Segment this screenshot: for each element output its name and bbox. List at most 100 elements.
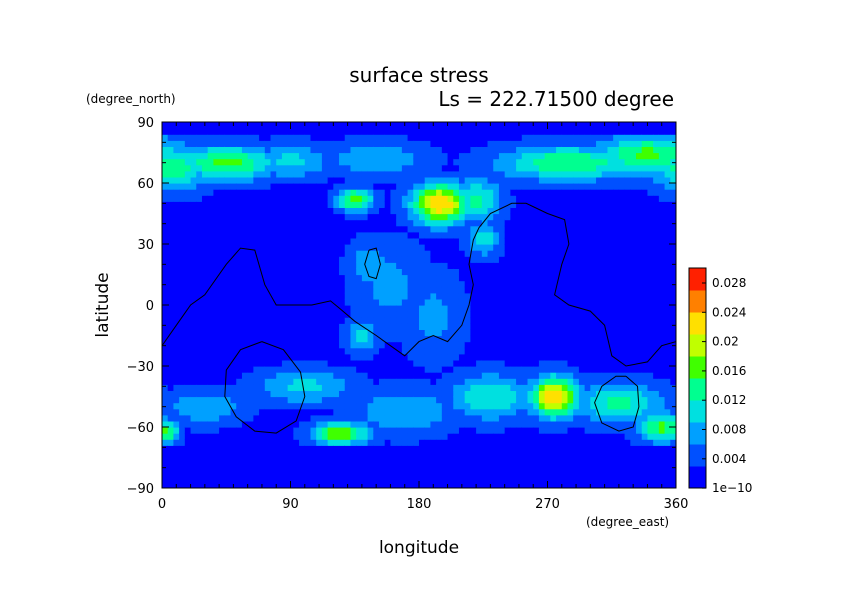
heatmap-cell xyxy=(333,366,340,373)
heatmap-cell xyxy=(567,359,574,367)
heatmap-cell xyxy=(356,353,363,361)
heatmap-cell xyxy=(344,286,352,294)
heatmap-cell xyxy=(413,250,420,257)
heatmap-cell xyxy=(390,469,397,477)
heatmap-cell xyxy=(436,183,443,190)
heatmap-cell xyxy=(321,292,329,300)
heatmap-cell xyxy=(184,201,192,208)
heatmap-cell xyxy=(516,457,523,465)
heatmap-cell xyxy=(498,225,506,233)
heatmap-cell xyxy=(630,164,637,172)
heatmap-cell xyxy=(521,183,529,190)
heatmap-cell xyxy=(173,390,180,398)
heatmap-cell xyxy=(350,170,357,178)
heatmap-cell xyxy=(430,244,437,251)
heatmap-cell xyxy=(493,140,500,147)
heatmap-cell xyxy=(367,292,374,300)
heatmap-cell xyxy=(556,231,563,239)
heatmap-cell xyxy=(550,408,557,416)
heatmap-cell xyxy=(419,195,426,202)
heatmap-cell xyxy=(624,457,631,465)
heatmap-cell xyxy=(213,420,220,428)
heatmap-cell xyxy=(607,335,614,343)
heatmap-cell xyxy=(264,225,272,233)
heatmap-cell xyxy=(476,225,483,233)
heatmap-cell xyxy=(344,390,352,398)
heatmap-cell xyxy=(264,274,272,282)
heatmap-cell xyxy=(236,286,243,294)
heatmap-cell xyxy=(270,329,277,337)
heatmap-cell xyxy=(613,402,620,410)
heatmap-cell xyxy=(407,256,414,263)
heatmap-cell xyxy=(401,298,409,306)
heatmap-cell xyxy=(470,329,477,337)
heatmap-cell xyxy=(476,262,483,269)
heatmap-cell xyxy=(436,122,443,129)
heatmap-cell xyxy=(487,390,494,398)
heatmap-cell xyxy=(630,317,637,324)
heatmap-cell xyxy=(207,420,214,428)
heatmap-cell xyxy=(578,311,586,318)
heatmap-cell xyxy=(339,317,346,324)
heatmap-cell xyxy=(476,213,483,221)
heatmap-cell xyxy=(276,207,283,215)
heatmap-cell xyxy=(624,122,631,129)
heatmap-cell xyxy=(361,219,369,227)
heatmap-cell xyxy=(510,207,517,215)
heatmap-cell xyxy=(281,481,289,488)
heatmap-cell xyxy=(527,195,534,202)
heatmap-cell xyxy=(190,170,197,178)
heatmap-cell xyxy=(276,237,283,245)
heatmap-cell xyxy=(167,286,175,294)
heatmap-cell xyxy=(504,189,511,196)
heatmap-cell xyxy=(213,396,220,404)
heatmap-cell xyxy=(396,231,403,239)
heatmap-cell xyxy=(419,329,426,337)
heatmap-cell xyxy=(219,195,226,202)
heatmap-cell xyxy=(538,323,546,330)
heatmap-cell xyxy=(293,256,300,263)
heatmap-cell xyxy=(561,292,569,300)
heatmap-cell xyxy=(573,451,580,459)
heatmap-cell xyxy=(333,433,340,440)
heatmap-cell xyxy=(230,195,237,202)
heatmap-cell xyxy=(407,225,414,233)
heatmap-cell xyxy=(350,298,357,306)
heatmap-cell xyxy=(207,262,214,269)
heatmap-cell xyxy=(470,176,477,184)
heatmap-cell xyxy=(470,463,477,471)
heatmap-cell xyxy=(293,146,300,154)
heatmap-cell xyxy=(630,305,637,312)
heatmap-cell xyxy=(379,268,386,276)
heatmap-cell xyxy=(487,213,494,221)
heatmap-cell xyxy=(481,317,489,324)
heatmap-cell xyxy=(584,445,591,452)
heatmap-cell xyxy=(498,274,506,282)
heatmap-cell xyxy=(447,219,454,227)
heatmap-cell xyxy=(607,140,614,147)
heatmap-cell xyxy=(481,341,489,349)
heatmap-cell xyxy=(487,469,494,477)
heatmap-cell xyxy=(367,390,374,398)
heatmap-cell xyxy=(247,256,254,263)
heatmap-cell xyxy=(259,292,266,300)
heatmap-cell xyxy=(544,146,551,154)
heatmap-cell xyxy=(190,134,197,141)
heatmap-cell xyxy=(464,274,471,282)
heatmap-cell xyxy=(453,311,460,318)
heatmap-cell xyxy=(527,122,534,129)
heatmap-cell xyxy=(510,280,517,288)
heatmap-cell xyxy=(447,481,454,488)
heatmap-cell xyxy=(184,359,192,367)
heatmap-cell xyxy=(481,372,489,379)
heatmap-cell xyxy=(607,463,614,471)
heatmap-cell xyxy=(196,237,203,245)
heatmap-cell xyxy=(373,256,380,263)
heatmap-cell xyxy=(230,323,237,330)
heatmap-cell xyxy=(321,213,329,221)
heatmap-cell xyxy=(276,152,283,160)
heatmap-cell xyxy=(299,445,306,452)
heatmap-cell xyxy=(236,451,243,459)
heatmap-cell xyxy=(618,445,626,452)
heatmap-cell xyxy=(424,335,432,343)
